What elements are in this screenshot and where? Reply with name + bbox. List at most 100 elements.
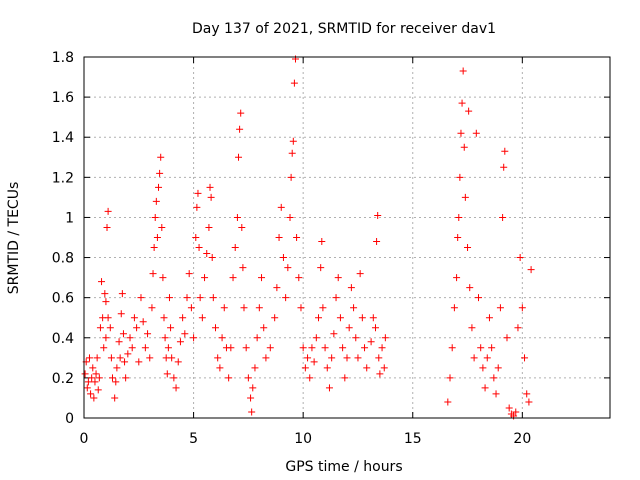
data-point [148,304,156,312]
data-point [187,304,195,312]
data-point [98,278,106,286]
data-point [100,344,108,352]
data-point [201,274,209,282]
data-point [315,314,323,322]
data-point [158,223,166,231]
data-point [170,374,178,382]
data-point [94,386,102,394]
data-point [196,294,204,302]
data-point [458,99,466,107]
data-point [115,338,123,346]
data-point [376,370,384,378]
data-point [328,354,336,362]
data-point [521,354,529,362]
y-tick-label: 1.8 [52,50,74,66]
data-point [152,197,160,205]
data-point [485,314,493,322]
data-point [321,344,329,352]
data-point [479,364,487,372]
x-tick-label: 20 [513,431,531,447]
data-point [249,384,257,392]
data-point [116,354,124,362]
data-point [172,384,180,392]
data-point [242,344,250,352]
data-point [104,314,112,322]
data-point [525,398,533,406]
data-point [470,354,478,362]
y-tick-label: 1 [65,210,74,226]
data-point [306,374,314,382]
data-point [318,238,326,246]
data-point [369,314,377,322]
data-point [260,324,268,332]
data-point [163,370,171,378]
data-point [195,244,203,252]
data-point [341,374,349,382]
data-point [208,254,216,262]
data-point [277,203,285,211]
data-point [483,354,491,362]
data-point [271,314,279,322]
data-point [354,354,362,362]
y-axis-label: SRMTID / TECUs [6,182,22,295]
data-point [160,314,168,322]
data-point [106,324,114,332]
data-point [83,384,91,392]
data-point [133,324,141,332]
y-tick-label: 0.4 [52,331,74,347]
data-point [85,354,93,362]
data-point [373,238,381,246]
data-point [466,284,474,292]
data-point [361,344,369,352]
x-tick-label: 15 [404,431,422,447]
data-point [153,234,161,241]
data-point [290,79,298,87]
data-point [460,143,468,151]
data-point [304,354,312,362]
data-point [118,290,126,298]
data-point [444,398,452,406]
data-point [488,344,496,352]
data-point [465,107,473,115]
data-point [501,147,509,155]
data-point [90,394,98,402]
data-point [149,270,157,278]
data-point [345,324,353,332]
data-point [301,364,309,372]
data-point [206,183,214,191]
data-point [461,193,469,201]
data-point [141,344,149,352]
data-point [198,314,206,322]
data-point [102,334,110,342]
data-point [352,334,360,342]
data-point [317,264,325,272]
data-point [92,370,100,378]
data-point [216,364,224,372]
data-point [339,344,347,352]
data-point [310,358,318,366]
data-point [350,304,358,312]
data-point [336,314,344,322]
data-point [380,364,388,372]
data-point [457,129,465,137]
data-point [102,298,110,306]
data-point [297,304,305,312]
data-point [194,189,202,197]
data-point [174,358,182,366]
data-point [299,344,307,352]
data-point [505,404,513,412]
data-point [137,294,145,302]
data-point [325,384,333,392]
plot-frame [83,56,611,419]
data-point [248,408,256,416]
data-point [101,290,109,298]
data-point [375,354,383,362]
data-point [209,294,217,302]
data-point [273,284,281,292]
data-point [371,324,379,332]
data-point [121,358,129,366]
data-point [450,304,458,312]
data-point [119,330,127,338]
data-point [205,223,213,231]
